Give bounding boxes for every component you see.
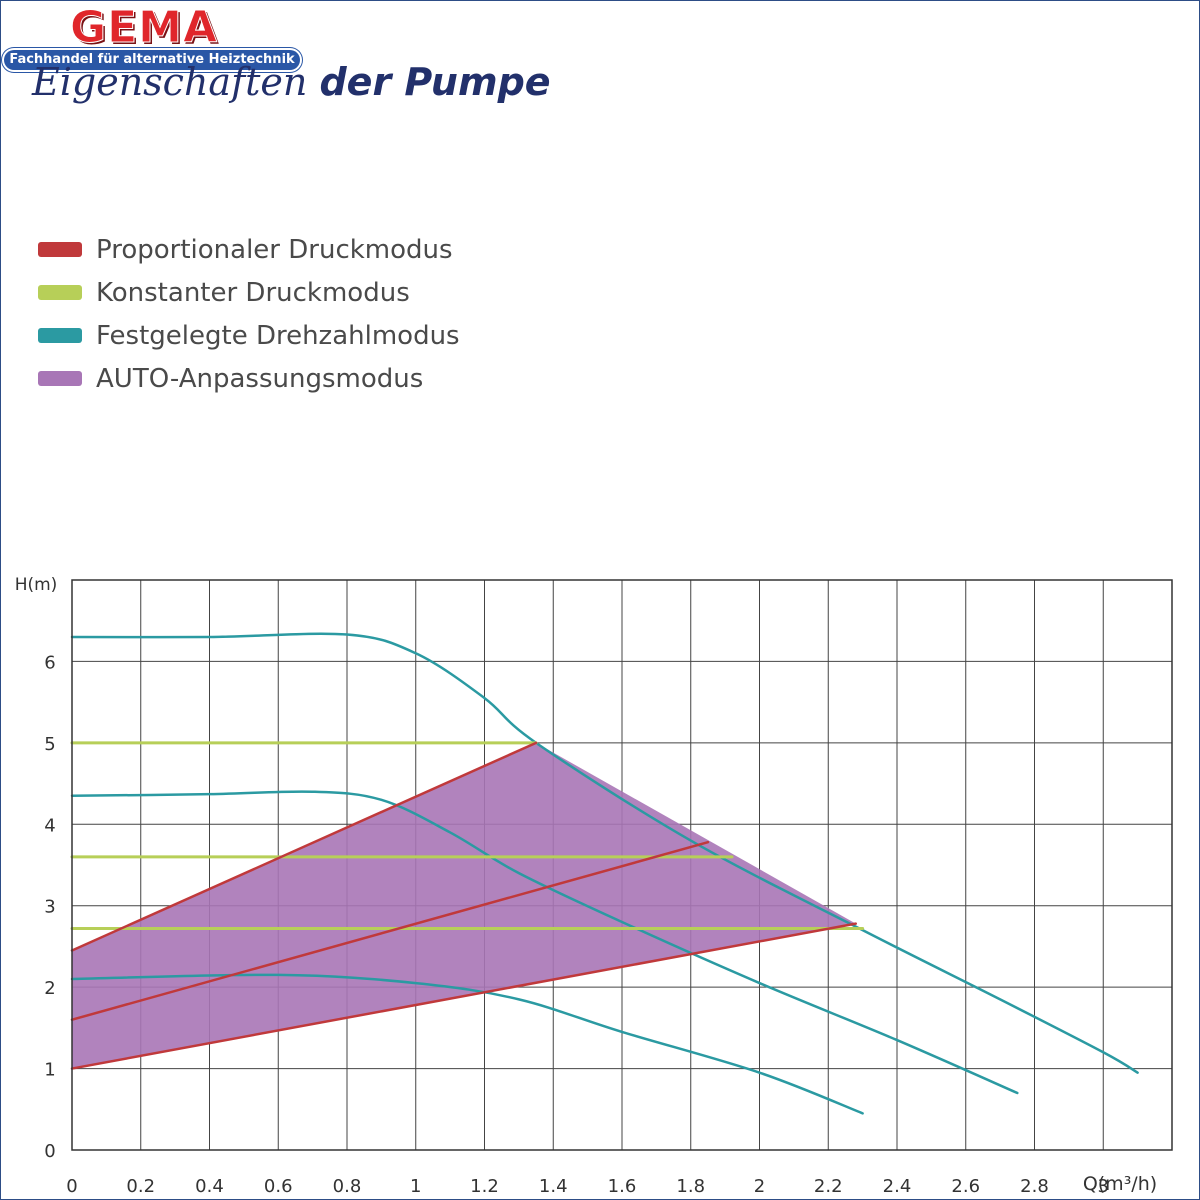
page-title: Eigenschaften der Pumpe — [32, 60, 551, 104]
chart-legend: Proportionaler Druckmodus Konstanter Dru… — [38, 228, 460, 400]
series-line-fixed-speed-2 — [70, 790, 1019, 1095]
legend-item-constant: Konstanter Druckmodus — [38, 271, 460, 314]
x-tick-label: 2.4 — [883, 1176, 912, 1197]
legend-swatch-proportional — [38, 242, 82, 257]
x-tick-label: 0.4 — [195, 1176, 224, 1197]
legend-swatch-constant — [38, 285, 82, 300]
y-tick-label: 5 — [44, 734, 55, 755]
legend-item-fixed-speed: Festgelegte Drehzahlmodus — [38, 314, 460, 357]
x-tick-label: 0.8 — [333, 1176, 362, 1197]
series-layer — [70, 632, 1139, 1115]
x-tick-label: 1.8 — [676, 1176, 705, 1197]
y-tick-label: 4 — [44, 815, 55, 836]
logo-tagline: Fachhandel für alternative Heiztechnik — [4, 50, 300, 70]
y-tick-label: 2 — [44, 978, 55, 999]
x-tick-label: 0 — [66, 1176, 77, 1197]
legend-label-auto: AUTO-Anpassungsmodus — [96, 363, 424, 394]
legend-swatch-fixed-speed — [38, 328, 82, 343]
y-tick-label: 0 — [44, 1141, 55, 1162]
tick-labels: 0 0.2 0.4 0.6 0.8 1 1.2 1.4 1.6 1.8 2 2.2 2.4 2.6 2.8 3… — [44, 652, 1109, 1197]
title-part-2: der Pumpe — [319, 60, 551, 104]
legend-item-proportional: Proportionaler Druckmodus — [38, 228, 460, 271]
x-tick-label: 2.8 — [1020, 1176, 1049, 1197]
series-line-proportional-3 — [70, 922, 857, 1070]
legend-label-fixed-speed: Festgelegte Drehzahlmodus — [96, 320, 460, 351]
x-tick-label: 0.2 — [126, 1176, 155, 1197]
legend-label-constant: Konstanter Druckmodus — [96, 277, 410, 308]
series-line-fixed-speed-1 — [70, 632, 1139, 1074]
legend-item-auto: AUTO-Anpassungsmodus — [38, 357, 460, 400]
auto-region-area — [72, 742, 856, 1069]
x-tick-label: 2 — [754, 1176, 765, 1197]
y-tick-label: 6 — [44, 652, 55, 673]
y-tick-label: 1 — [44, 1060, 55, 1081]
series-line-fixed-speed-3 — [70, 973, 864, 1115]
gema-logo: GEMA — [69, 2, 219, 53]
y-axis-label: H(m) — [15, 575, 58, 595]
x-tick-label: 1.6 — [608, 1176, 637, 1197]
x-tick-label: 0.6 — [264, 1176, 293, 1197]
x-tick-label: 2.6 — [951, 1176, 980, 1197]
x-tick-label: 1 — [410, 1176, 421, 1197]
title-part-1: Eigenschaften — [32, 60, 308, 104]
x-tick-label: 1.4 — [539, 1176, 568, 1197]
auto-region-layer — [72, 742, 856, 1069]
x-tick-label: 3 — [1098, 1176, 1109, 1197]
plot-frame — [71, 579, 1173, 1151]
series-line-proportional-1 — [70, 741, 538, 952]
y-tick-label: 3 — [44, 897, 55, 918]
x-axis-label: Q(m³/h) — [1083, 1173, 1157, 1195]
x-tick-label: 1.2 — [470, 1176, 499, 1197]
series-line-proportional-2 — [70, 840, 710, 1021]
x-tick-label: 2.2 — [814, 1176, 843, 1197]
plot-border — [71, 579, 1173, 1151]
legend-label-proportional: Proportionaler Druckmodus — [96, 234, 453, 265]
legend-swatch-auto — [38, 371, 82, 386]
